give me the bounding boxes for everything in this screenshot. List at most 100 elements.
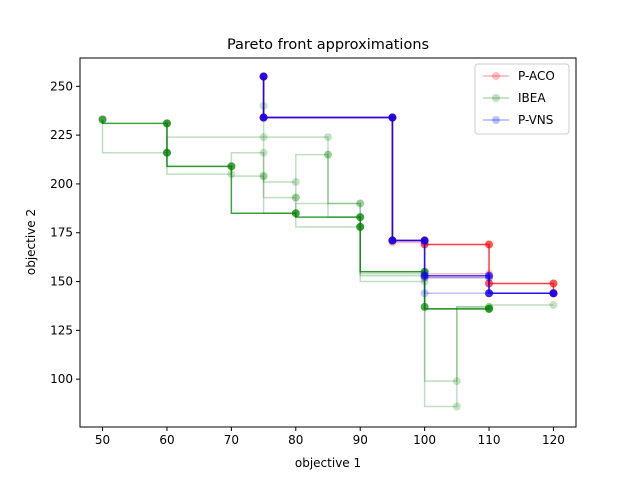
data-point	[356, 222, 365, 231]
series-line	[262, 76, 554, 295]
data-point	[227, 170, 236, 179]
x-tick-label: 60	[159, 433, 174, 447]
legend-label: P-ACO	[518, 69, 555, 83]
data-point	[291, 209, 300, 218]
data-point	[259, 172, 268, 181]
data-point	[485, 302, 494, 311]
x-tick-label: 70	[224, 433, 239, 447]
data-point	[388, 113, 397, 122]
legend-marker	[492, 72, 500, 80]
data-point	[485, 240, 494, 249]
legend-label: IBEA	[518, 91, 546, 105]
y-tick-label: 100	[50, 372, 73, 386]
y-tick-label: 200	[50, 177, 73, 191]
series-ibea	[98, 101, 558, 411]
x-axis-label: objective 1	[295, 456, 361, 470]
legend-label: P-VNS	[518, 113, 553, 127]
x-tick-label: 120	[542, 433, 565, 447]
data-point	[485, 302, 494, 311]
plot-marks	[98, 72, 558, 411]
series-line	[101, 119, 554, 382]
x-tick-label: 90	[353, 433, 368, 447]
data-point	[485, 304, 494, 313]
data-point	[420, 271, 429, 280]
data-point	[324, 133, 332, 142]
legend-box	[474, 63, 570, 135]
x-tick-label: 100	[413, 433, 436, 447]
data-point	[324, 150, 332, 159]
chart-title: Pareto front approximations	[227, 37, 429, 53]
data-point	[549, 279, 558, 288]
data-point	[259, 72, 268, 81]
series-p-vns	[259, 72, 558, 298]
legend: P-ACO IBEA P-VNS	[474, 63, 570, 135]
series-line	[262, 76, 554, 295]
data-point	[420, 289, 429, 298]
data-point	[227, 162, 236, 171]
series-line	[166, 123, 490, 310]
data-point	[549, 300, 558, 309]
x-tick-label: 110	[478, 433, 501, 447]
data-point	[420, 302, 429, 311]
x-tick-label: 80	[288, 433, 303, 447]
data-point	[420, 236, 429, 245]
data-point	[227, 162, 236, 171]
data-point	[485, 271, 494, 280]
data-point	[291, 177, 300, 186]
data-point	[259, 113, 268, 122]
legend-marker	[492, 116, 500, 124]
y-tick-label: 225	[50, 128, 73, 142]
data-point	[356, 213, 365, 222]
data-point	[420, 236, 429, 245]
data-point	[162, 119, 171, 128]
data-point	[259, 72, 268, 81]
data-point	[356, 199, 365, 208]
legend-marker	[492, 94, 500, 102]
data-point	[452, 402, 461, 411]
data-point	[162, 148, 171, 157]
data-point	[420, 277, 429, 286]
data-point	[549, 289, 558, 298]
data-point	[98, 115, 107, 124]
x-axis: 50 60 70 80 90 100 110 120	[95, 427, 565, 447]
data-point	[259, 113, 268, 122]
data-point	[324, 150, 332, 159]
data-point	[259, 133, 268, 142]
data-point	[291, 209, 300, 218]
data-point	[485, 289, 494, 298]
data-point	[259, 113, 268, 122]
data-point	[259, 72, 268, 81]
data-point	[356, 199, 365, 208]
data-point	[162, 148, 171, 157]
data-point	[162, 119, 171, 128]
data-point	[162, 119, 171, 128]
data-point	[388, 113, 397, 122]
series-line	[262, 105, 490, 310]
data-point	[356, 213, 365, 222]
data-point	[485, 289, 494, 298]
data-point	[388, 236, 397, 245]
data-point	[98, 115, 107, 124]
y-tick-label: 150	[50, 275, 73, 289]
data-point	[259, 172, 268, 181]
x-tick-label: 50	[95, 433, 110, 447]
data-point	[452, 377, 461, 386]
data-point	[420, 236, 429, 245]
data-point	[356, 222, 365, 231]
data-point	[388, 236, 397, 245]
data-point	[291, 193, 300, 202]
data-point	[356, 222, 365, 231]
y-axis: 100 125 150 175 200 225 250	[50, 79, 80, 386]
data-point	[549, 289, 558, 298]
data-point	[291, 193, 300, 202]
plot-frame	[79, 57, 577, 428]
data-point	[259, 148, 268, 157]
data-point	[420, 273, 429, 282]
data-point	[388, 113, 397, 122]
data-point	[549, 289, 558, 298]
data-point	[162, 148, 171, 157]
y-tick-label: 175	[50, 226, 73, 240]
y-tick-label: 250	[50, 79, 73, 93]
data-point	[485, 304, 494, 313]
